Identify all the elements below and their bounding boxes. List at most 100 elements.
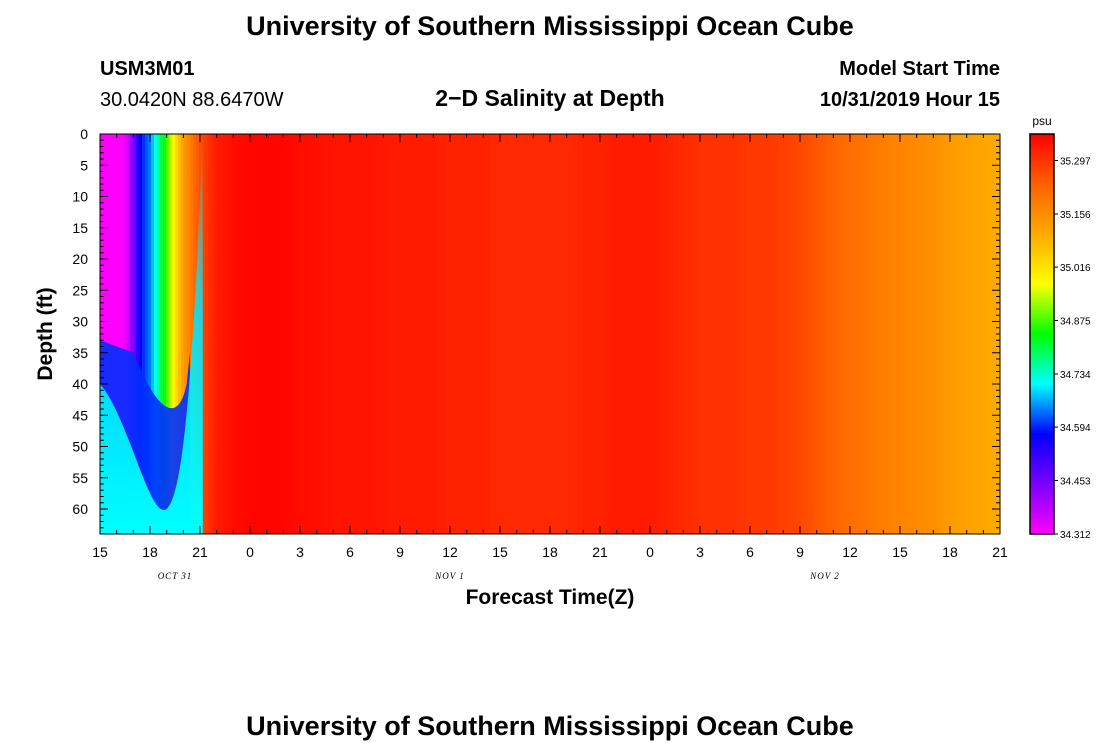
heatmap-column [406,134,410,534]
heatmap-column [352,134,356,534]
heatmap-column [868,134,872,534]
heatmap-column [178,134,182,534]
heatmap-column [265,134,269,534]
colorbar-tick-label: 34.875 [1060,317,1091,328]
heatmap-column [160,134,164,534]
x-tick-label: 3 [296,544,304,560]
heatmap-column [535,134,539,534]
heatmap-column [883,134,887,534]
heatmap-column [799,134,803,534]
colorbar-tick-label: 35.016 [1060,263,1091,274]
heatmap-column [229,134,233,534]
heatmap-column [382,134,386,534]
heatmap-column [760,134,764,534]
heatmap-column [187,134,191,534]
heatmap-column [337,134,341,534]
heatmap-column [994,134,998,534]
heatmap-column [601,134,605,534]
heatmap-column [475,134,479,534]
heatmap-column [154,134,158,534]
heatmap-column [136,134,140,534]
y-tick-label: 5 [80,157,88,173]
page-title: University of Southern Mississippi Ocean… [246,11,854,41]
heatmap-column [982,134,986,534]
heatmap-column [910,134,914,534]
heatmap-column [436,134,440,534]
heatmap-column [220,134,224,534]
heatmap-column [742,134,746,534]
heatmap-column [778,134,782,534]
heatmap-column [502,134,506,534]
heatmap-column [712,134,716,534]
heatmap-column [121,134,125,534]
heatmap-column [370,134,374,534]
heatmap-column [628,134,632,534]
heatmap-column [904,134,908,534]
x-tick-label: 15 [492,544,508,560]
heatmap-column [280,134,284,534]
y-tick-label: 10 [72,189,88,205]
heatmap-column [913,134,917,534]
heatmap-column [124,134,128,534]
heatmap-column [631,134,635,534]
heatmap-column [598,134,602,534]
heatmap-column [127,134,131,534]
x-tick-label: 0 [246,544,254,560]
heatmap-column [976,134,980,534]
heatmap-column [832,134,836,534]
heatmap-column [520,134,524,534]
heatmap-column [532,134,536,534]
heatmap-column [811,134,815,534]
heatmap-column [487,134,491,534]
y-tick-label: 50 [72,439,88,455]
y-tick-label: 20 [72,251,88,267]
heatmap-column [562,134,566,534]
heatmap-column [703,134,707,534]
x-tick-label: 9 [396,544,404,560]
heatmap-column [841,134,845,534]
x-tick-label: 9 [796,544,804,560]
heatmap-column [817,134,821,534]
heatmap-column [274,134,278,534]
heatmap-column [925,134,929,534]
heatmap-column [820,134,824,534]
heatmap-column [334,134,338,534]
heatmap-column [649,134,653,534]
heatmap-column [850,134,854,534]
heatmap-column [322,134,326,534]
heatmap-column [970,134,974,534]
heatmap-column [373,134,377,534]
heatmap-column [958,134,962,534]
heatmap-column [319,134,323,534]
heatmap-column [112,134,116,534]
heatmap-column [400,134,404,534]
heatmap-column [397,134,401,534]
heatmap-column [256,134,260,534]
x-tick-label: 6 [346,544,354,560]
heatmap-column [709,134,713,534]
y-tick-label: 45 [72,407,88,423]
heatmap-column [874,134,878,534]
heatmap-column [511,134,515,534]
heatmap-column [949,134,953,534]
heatmap-column [847,134,851,534]
heatmap-column [442,134,446,534]
x-tick-label: 3 [696,544,704,560]
station-id: USM3M01 [100,58,194,80]
x-tick-label: 21 [992,544,1008,560]
heatmap-column [463,134,467,534]
heatmap-column [736,134,740,534]
heatmap-column [472,134,476,534]
x-axis-label: Forecast Time(Z) [466,586,635,609]
heatmap-column [583,134,587,534]
heatmap-column [103,134,107,534]
heatmap-column [553,134,557,534]
heatmap-column [607,134,611,534]
y-tick-label: 0 [80,126,88,142]
heatmap-column [508,134,512,534]
heatmap-column [109,134,113,534]
heatmap-column [943,134,947,534]
heatmap-column [871,134,875,534]
heatmap-column [169,134,173,534]
heatmap-column [610,134,614,534]
